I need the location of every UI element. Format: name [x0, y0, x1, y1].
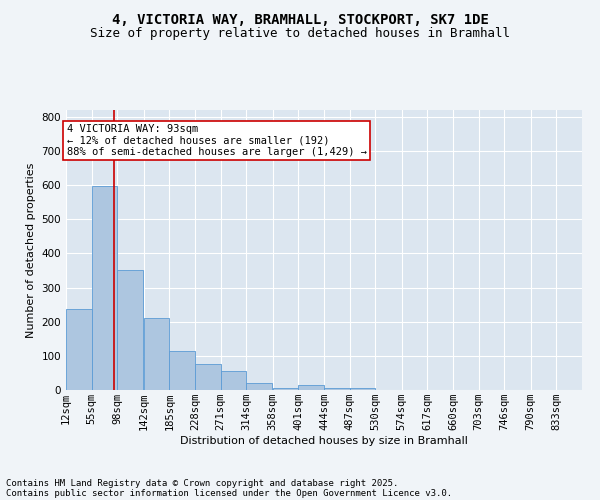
- Bar: [247, 383, 272, 390]
- X-axis label: Distribution of detached houses by size in Bramhall: Distribution of detached houses by size …: [180, 436, 468, 446]
- Bar: [169, 350, 195, 390]
- Bar: [92, 186, 118, 390]
- Bar: [324, 388, 350, 390]
- Bar: [118, 270, 143, 390]
- Bar: [195, 364, 221, 390]
- Bar: [298, 385, 324, 390]
- Bar: [350, 388, 376, 390]
- Text: 4 VICTORIA WAY: 93sqm
← 12% of detached houses are smaller (192)
88% of semi-det: 4 VICTORIA WAY: 93sqm ← 12% of detached …: [67, 124, 367, 157]
- Bar: [143, 318, 169, 390]
- Y-axis label: Number of detached properties: Number of detached properties: [26, 162, 36, 338]
- Bar: [221, 371, 247, 390]
- Bar: [272, 388, 298, 390]
- Text: Contains public sector information licensed under the Open Government Licence v3: Contains public sector information licen…: [6, 488, 452, 498]
- Bar: [66, 309, 92, 390]
- Text: 4, VICTORIA WAY, BRAMHALL, STOCKPORT, SK7 1DE: 4, VICTORIA WAY, BRAMHALL, STOCKPORT, SK…: [112, 12, 488, 26]
- Text: Size of property relative to detached houses in Bramhall: Size of property relative to detached ho…: [90, 28, 510, 40]
- Text: Contains HM Land Registry data © Crown copyright and database right 2025.: Contains HM Land Registry data © Crown c…: [6, 478, 398, 488]
